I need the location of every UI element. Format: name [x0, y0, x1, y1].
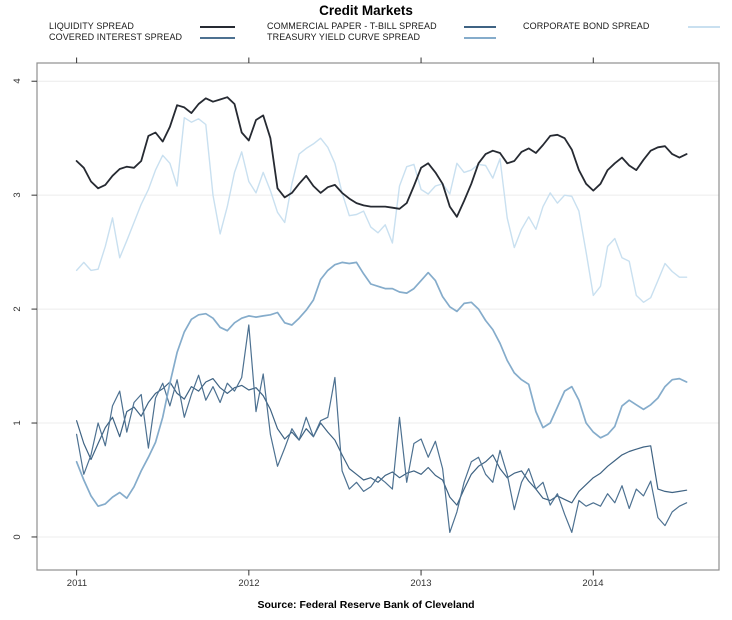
y-tick-label-4: 4 [12, 78, 23, 84]
legend-swatch-liquidity-spread [200, 26, 235, 28]
line-liquidity-spread [75, 96, 688, 218]
line-covered-interest-spread [75, 324, 688, 534]
y-tick-label-1: 1 [12, 420, 23, 426]
line-corporate-bond-spread [75, 116, 688, 303]
legend-label-covered-interest-spread: COVERED INTEREST SPREAD [49, 32, 183, 42]
line-commercial-paper-t-bill-spread [75, 378, 688, 506]
x-tick-label-2013: 2013 [410, 578, 432, 589]
y-tick-label-3: 3 [12, 192, 23, 198]
source-note: Source: Federal Reserve Bank of Clevelan… [257, 599, 475, 611]
legend-swatch-corporate-bond-spread [688, 26, 720, 28]
legend-label-commercial-paper-tbill-spread: COMMERCIAL PAPER - T-BILL SPREAD [267, 21, 437, 31]
legend-swatch-commercial-paper-tbill-spread [464, 26, 496, 28]
y-tick-label-2: 2 [12, 306, 23, 312]
legend-swatch-treasury-yield-curve-spread [464, 37, 496, 39]
y-tick-label-0: 0 [12, 534, 23, 540]
legend-label-corporate-bond-spread: CORPORATE BOND SPREAD [523, 21, 650, 31]
x-tick-label-2011: 2011 [66, 578, 88, 589]
chart-title: Credit Markets [319, 3, 413, 18]
plot-box [36, 62, 720, 571]
legend-swatch-covered-interest-spread [200, 37, 235, 39]
legend-label-liquidity-spread: LIQUIDITY SPREAD [49, 21, 134, 31]
x-tick-label-2014: 2014 [582, 578, 604, 589]
line-treasury-yield-curve-spread [75, 261, 688, 508]
x-tick-label-2012: 2012 [238, 578, 260, 589]
legend-label-treasury-yield-curve-spread: TREASURY YIELD CURVE SPREAD [267, 32, 421, 42]
